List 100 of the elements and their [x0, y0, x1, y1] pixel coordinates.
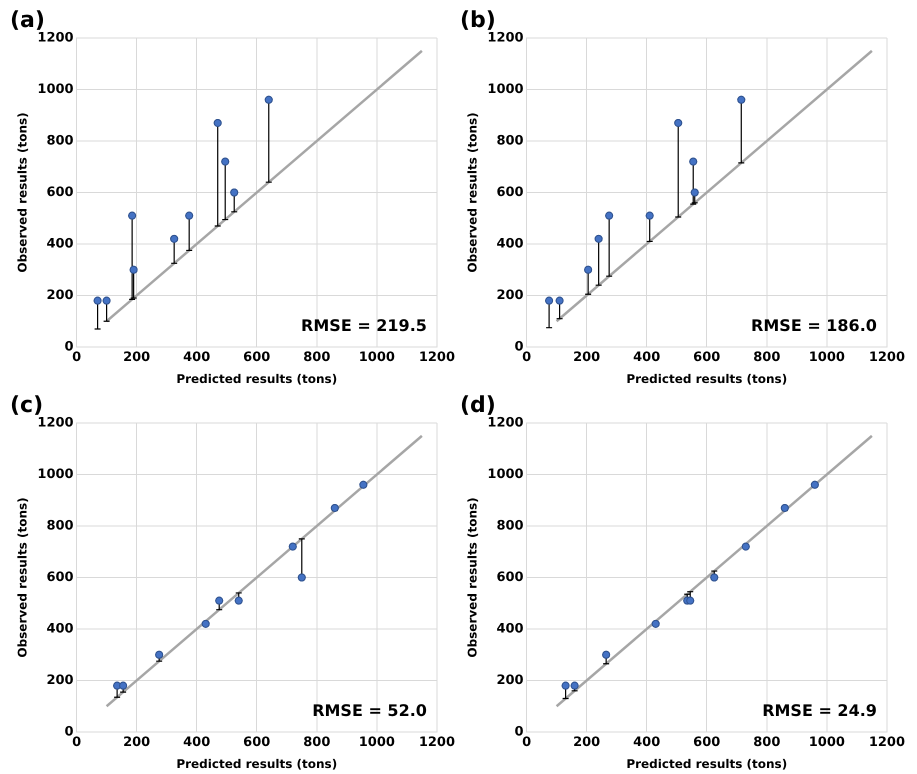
point: [594, 234, 603, 243]
point: [288, 542, 297, 551]
point: [689, 158, 698, 166]
x-tick-label: 1000: [808, 350, 845, 366]
annotation: RMSE = 219.5: [301, 316, 427, 336]
x-tick-label: 400: [633, 735, 660, 750]
point: [215, 596, 224, 605]
x-tick-label: 1200: [418, 735, 456, 750]
y-tick-label: 0: [514, 339, 524, 354]
point: [130, 266, 138, 274]
point: [545, 296, 554, 305]
annotation: RMSE = 24.9: [762, 701, 877, 720]
point: [155, 650, 164, 659]
y-tick-label: 800: [46, 133, 74, 148]
chart-title: (a): [10, 8, 45, 33]
y-tick-label: 1000: [37, 466, 74, 482]
y-axis-title: Observed results (tons): [465, 497, 480, 658]
point: [686, 596, 694, 605]
point: [646, 212, 654, 220]
x-tick-label: 800: [303, 735, 330, 750]
y-tick-label: 200: [46, 672, 74, 688]
x-axis-title: Predicted results (tons): [626, 372, 788, 386]
y-tick-label: 200: [496, 288, 524, 303]
x-axis-title: Predicted results (tons): [626, 756, 788, 771]
y-axis-title: Observed results (tons): [465, 112, 480, 273]
point: [170, 234, 178, 243]
x-tick-label: 600: [693, 735, 720, 750]
y-tick-label: 0: [64, 339, 74, 354]
point: [690, 188, 699, 196]
x-tick-label: 600: [243, 350, 270, 366]
y-tick-label: 600: [46, 570, 74, 585]
point: [584, 266, 592, 274]
y-tick-label: 800: [46, 518, 74, 534]
x-tick-label: 800: [753, 735, 780, 750]
chart-title: (d): [460, 393, 496, 418]
y-tick-label: 400: [46, 236, 74, 252]
point: [810, 480, 819, 489]
x-tick-label: 800: [303, 350, 330, 366]
point: [602, 650, 610, 659]
y-tick-label: 1000: [487, 466, 524, 482]
point: [128, 212, 136, 220]
point: [570, 682, 579, 690]
point: [298, 574, 306, 582]
y-axis-title: Observed results (tons): [15, 497, 30, 658]
chart-title: (b): [460, 8, 496, 33]
x-tick-label: 1200: [868, 735, 906, 750]
point: [737, 96, 746, 104]
point: [605, 212, 614, 220]
y-tick-label: 200: [46, 288, 74, 303]
y-tick-label: 0: [64, 724, 74, 740]
x-tick-label: 1000: [358, 735, 395, 750]
point: [652, 620, 660, 628]
x-tick-label: 400: [183, 735, 210, 750]
point: [214, 118, 222, 127]
point: [94, 296, 102, 305]
x-tick-label: 1000: [358, 350, 395, 366]
y-tick-label: 600: [496, 184, 524, 200]
point: [234, 596, 243, 605]
y-tick-label: 400: [496, 236, 524, 252]
y-tick-label: 1200: [487, 30, 524, 46]
y-tick-label: 600: [496, 570, 524, 585]
point: [674, 118, 682, 127]
point: [230, 188, 238, 196]
y-tick-label: 800: [496, 133, 524, 148]
x-tick-label: 400: [183, 350, 210, 366]
x-tick-label: 1200: [418, 350, 456, 366]
y-tick-label: 0: [514, 724, 524, 740]
point: [780, 504, 789, 512]
y-tick-label: 400: [46, 621, 74, 636]
point: [221, 158, 230, 166]
point: [562, 682, 570, 690]
point: [102, 296, 111, 305]
x-tick-label: 1000: [808, 735, 845, 750]
y-tick-label: 400: [496, 621, 524, 636]
x-tick-label: 200: [123, 350, 150, 366]
point: [742, 542, 750, 551]
y-axis-title: Observed results (tons): [15, 112, 30, 273]
annotation: RMSE = 186.0: [751, 316, 877, 336]
x-axis-title: Predicted results (tons): [176, 372, 338, 386]
y-tick-label: 1200: [37, 30, 74, 46]
y-tick-label: 200: [496, 672, 524, 688]
point: [330, 504, 339, 512]
y-tick-label: 600: [46, 184, 74, 200]
y-tick-label: 1200: [487, 415, 524, 430]
y-tick-label: 1200: [37, 415, 74, 430]
y-tick-label: 800: [496, 518, 524, 534]
x-tick-label: 200: [573, 350, 600, 366]
point: [710, 574, 718, 582]
point: [119, 682, 128, 690]
point: [202, 620, 210, 628]
x-tick-label: 400: [633, 350, 660, 366]
y-tick-label: 1000: [37, 82, 74, 97]
point: [185, 212, 194, 220]
x-tick-label: 600: [243, 735, 270, 750]
point: [359, 480, 368, 489]
y-tick-label: 1000: [487, 82, 524, 97]
point: [556, 296, 564, 305]
x-tick-label: 1200: [868, 350, 906, 366]
x-tick-label: 800: [753, 350, 780, 366]
chart-title: (c): [10, 393, 44, 418]
